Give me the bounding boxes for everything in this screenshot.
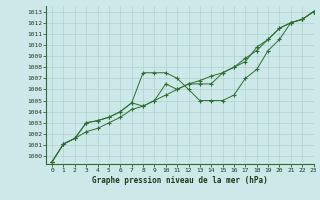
X-axis label: Graphe pression niveau de la mer (hPa): Graphe pression niveau de la mer (hPa) (92, 176, 268, 185)
